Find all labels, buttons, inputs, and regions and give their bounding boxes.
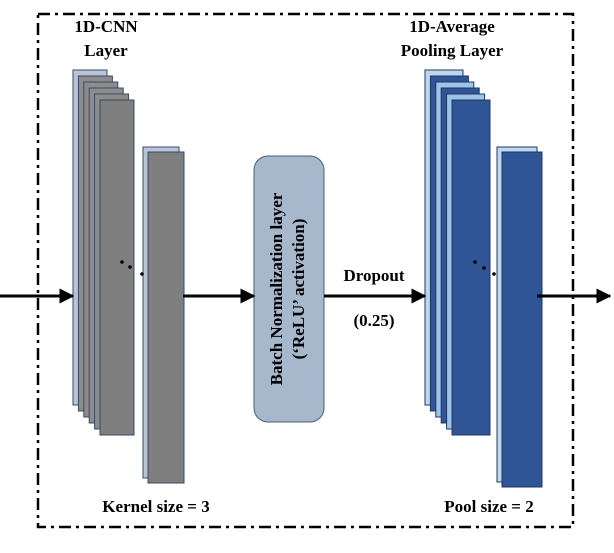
pool-label: Pooling Layer — [401, 41, 504, 60]
frame — [36, 12, 575, 529]
pool-size: Pool size = 2 — [444, 497, 533, 516]
batch-norm-text: Batch Normalization layer (‘ReLU’ activa… — [267, 192, 308, 385]
dot — [140, 272, 144, 276]
dropout-label: Dropout — [343, 266, 404, 285]
batch-norm-line: (‘ReLU’ activation) — [289, 219, 308, 360]
dot — [492, 272, 496, 276]
pool-stack — [424, 69, 543, 488]
dot — [482, 266, 486, 270]
dots — [120, 260, 496, 276]
batch-norm-line: Batch Normalization layer — [267, 192, 286, 385]
layer-sheet — [501, 151, 543, 488]
cnn-stack — [72, 69, 185, 484]
layer-sheet — [147, 151, 185, 484]
pool-label: 1D-Average — [409, 17, 495, 36]
dot — [473, 260, 477, 264]
cnn-label: 1D-CNN — [74, 17, 138, 36]
cnn-label: Layer — [84, 41, 128, 60]
dropout-rate: (0.25) — [353, 311, 394, 330]
dot — [120, 260, 124, 264]
dot — [128, 265, 132, 269]
kernel-size: Kernel size = 3 — [102, 497, 209, 516]
